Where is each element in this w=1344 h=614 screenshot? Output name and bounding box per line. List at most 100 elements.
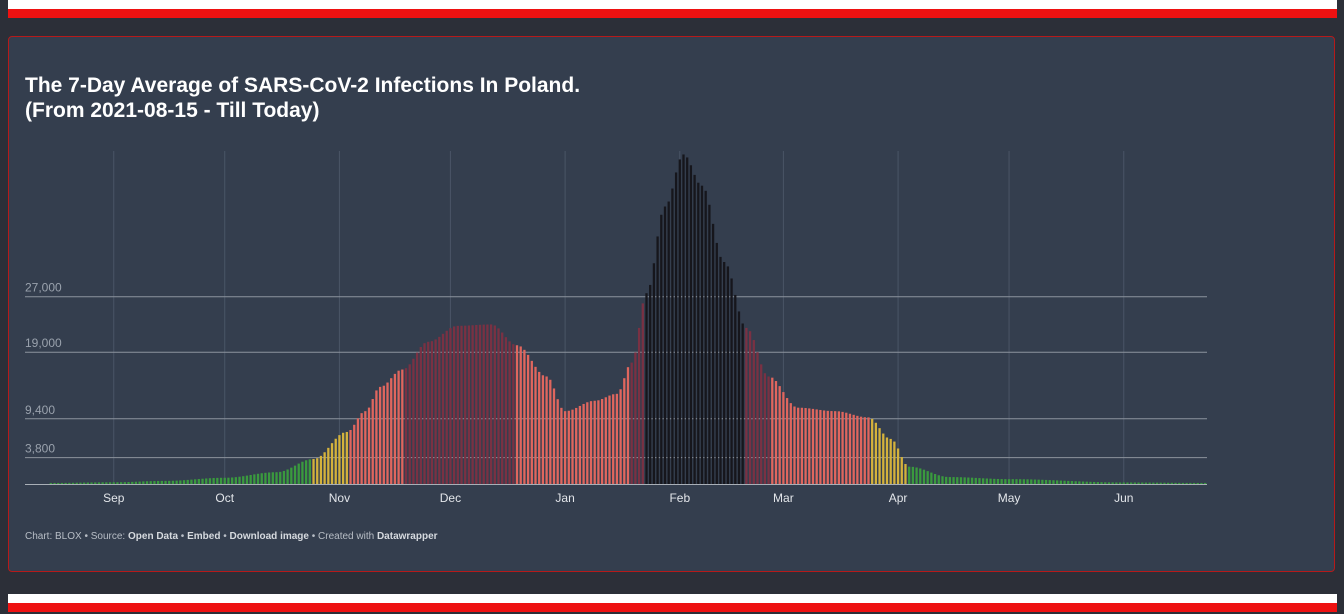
- chart-bar: [630, 362, 633, 484]
- chart-bar: [656, 236, 659, 484]
- chart-bar: [819, 409, 822, 484]
- chart-bar: [475, 325, 478, 484]
- chart-bar: [637, 327, 641, 484]
- chart-title: The 7-Day Average of SARS-CoV-2 Infectio…: [25, 73, 580, 123]
- chart-bar: [512, 344, 515, 484]
- chart-bar: [438, 336, 441, 484]
- chart-bar: [563, 411, 567, 484]
- chart-bar: [427, 341, 430, 484]
- chart-bar: [663, 206, 667, 484]
- chart-bar: [179, 480, 182, 484]
- chart-bar: [741, 323, 744, 484]
- x-tick-label: Feb: [669, 491, 690, 505]
- chart-bar: [1096, 482, 1099, 484]
- x-tick-label: Apr: [889, 491, 908, 505]
- footer-created-with: • Created with: [311, 531, 375, 542]
- flag-stripe-top: [8, 0, 1337, 18]
- chart-bar: [382, 385, 385, 484]
- chart-bar: [408, 364, 411, 484]
- datawrapper-link[interactable]: Datawrapper: [376, 531, 438, 542]
- chart-bar: [837, 411, 841, 484]
- chart-bar: [434, 339, 437, 484]
- chart-bar: [142, 481, 145, 484]
- x-tick-label: Sep: [103, 491, 125, 505]
- chart-bar: [1178, 482, 1181, 484]
- chart-bar: [449, 328, 452, 484]
- chart-bar: [937, 475, 940, 484]
- x-tick-label: Nov: [329, 491, 350, 505]
- chart-bar: [678, 159, 681, 484]
- chart-bar: [830, 411, 833, 484]
- chart-bar: [797, 407, 800, 484]
- chart-bar: [919, 468, 922, 484]
- embed-link[interactable]: Embed: [187, 531, 221, 542]
- chart-bar: [674, 172, 678, 484]
- chart-bar: [652, 263, 656, 484]
- chart-bar: [308, 459, 311, 484]
- chart-bar: [852, 414, 855, 484]
- chart-bar: [922, 469, 926, 484]
- chart-bar: [327, 447, 330, 484]
- chart-bar: [386, 382, 389, 484]
- chart-bar: [186, 479, 189, 484]
- chart-bar: [193, 479, 197, 484]
- chart-bar: [201, 478, 204, 484]
- chart-bar: [419, 347, 422, 484]
- chart-bar: [734, 294, 737, 484]
- chart-bar: [541, 375, 545, 484]
- chart-bar: [456, 325, 459, 484]
- chart-bar: [293, 465, 297, 484]
- chart-bar: [264, 472, 267, 484]
- chart-card: The 7-Day Average of SARS-CoV-2 Infectio…: [8, 36, 1335, 572]
- chart-bar: [826, 410, 829, 484]
- y-tick-label: 9,400: [25, 403, 55, 417]
- chart-bar: [1011, 479, 1014, 484]
- chart-bar: [700, 185, 704, 484]
- chart-bar: [486, 324, 489, 484]
- chart-bar: [353, 424, 356, 484]
- x-tick-label: Jun: [1114, 491, 1133, 505]
- chart-bar: [1104, 482, 1107, 484]
- footer-separator: •: [180, 531, 185, 542]
- chart-bar: [230, 477, 234, 484]
- footer-separator: •: [223, 531, 227, 542]
- chart-bar: [338, 435, 341, 484]
- chart-bar: [967, 477, 970, 484]
- chart-plot: Sep Oct Nov Dec Jan Feb Mar Apr May Jun 3,800 9,40…: [25, 151, 1207, 505]
- chart-bar: [49, 482, 52, 484]
- chart-bar: [1148, 482, 1151, 484]
- chart-bar: [989, 478, 992, 484]
- chart-bar: [297, 463, 300, 484]
- chart-bar: [282, 470, 286, 484]
- chart-bar: [878, 428, 881, 484]
- chart-bar: [286, 469, 289, 484]
- chart-bar: [1141, 482, 1144, 484]
- chart-title-line-1: The 7-Day Average of SARS-CoV-2 Infectio…: [25, 74, 581, 97]
- chart-bar: [212, 478, 215, 484]
- chart-bar: [1078, 481, 1081, 484]
- chart-bar: [745, 327, 748, 484]
- chart-bar: [160, 480, 163, 484]
- y-tick-label: 19,000: [25, 336, 62, 350]
- chart-bar: [1052, 480, 1055, 484]
- chart-bar: [552, 388, 556, 484]
- chart-bar: [1000, 479, 1003, 484]
- chart-bar: [689, 165, 693, 484]
- chart-bar: [1144, 482, 1148, 484]
- chart-bar: [815, 409, 818, 484]
- chart-bar: [926, 471, 929, 484]
- chart-bar: [822, 410, 826, 484]
- chart-bar: [1122, 482, 1125, 484]
- x-tick-label: Mar: [773, 491, 794, 505]
- chart-bar: [190, 479, 193, 484]
- chart-bar: [1026, 479, 1029, 484]
- chart-bar: [615, 393, 619, 484]
- open-data-link[interactable]: Open Data: [128, 531, 179, 542]
- download-image-link[interactable]: Download image: [229, 531, 309, 542]
- chart-bar: [600, 399, 604, 484]
- chart-bar: [800, 407, 804, 484]
- chart-bar: [697, 182, 700, 484]
- chart-bar: [908, 466, 911, 484]
- chart-bar: [153, 481, 156, 484]
- chart-bar: [1041, 479, 1044, 484]
